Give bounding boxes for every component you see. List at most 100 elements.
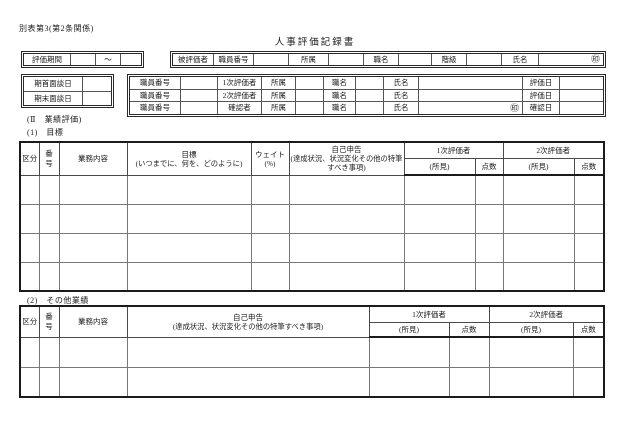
col-header-weight: ウェイト (%) [250,141,290,176]
empty-cell [126,174,252,205]
goals-row-4 [19,261,605,292]
position-label: 職名 [323,102,355,115]
col-header-duty: 業務内容 [58,141,128,176]
empty-cell [38,261,60,292]
col-header-first-evaluator: 1次評価者 [403,141,504,160]
name-label: 氏名 [501,54,538,65]
col-header-score-1: 点数 [474,158,504,177]
empty-cell [126,336,370,368]
staff-id-label: 職員番号 [140,90,170,100]
self-report-subtitle: (達成状況、状況変化その他の特筆すべき事項) [290,154,403,173]
col-header-self-report: 自己申告 (達成状況、状況変化その他の特筆すべき事項) [126,305,370,338]
empty-cell [488,366,574,398]
empty-cell [250,261,290,292]
col-header-score-2: 点数 [573,158,605,177]
empty-cell [573,232,605,263]
empty-cell [288,174,405,205]
empty-cell [58,232,128,263]
empty-cell [38,336,60,368]
empty-cell [572,366,605,398]
empty-cell [19,232,40,263]
empty-cell [126,203,252,234]
affiliation-field [295,102,323,115]
name-field: ㊞ [418,102,522,115]
empty-cell [502,174,575,205]
empty-cell [288,232,405,263]
affiliation-field [328,54,363,65]
empty-cell [573,261,605,292]
confirm-date-label: 確認日 [522,102,559,115]
position-field [398,54,431,65]
empty-cell [474,261,504,292]
affiliation-field [295,89,323,102]
name-field [418,77,522,89]
empty-cell [403,203,476,234]
col-header-score-1: 点数 [448,321,490,338]
rank-field [466,54,501,65]
empty-cell [19,203,40,234]
first-interview-label: 期首面談日 [34,79,72,88]
goals-header-row-2: (所見) 点数 (所見) 点数 [20,158,605,177]
empty-cell [403,261,476,292]
self-report-title: 自己申告 [331,145,362,154]
eval-period-label: 評価期間 [32,54,62,64]
empty-cell [58,336,128,368]
empty-cell [502,203,575,234]
col-header-findings-2: (所見) [502,158,575,177]
evaluator-row-1: 職員番号 1次評価者 所属 職名 氏名 評価日 [130,77,603,89]
staff-id-field [180,77,217,89]
eval-date-field [559,89,603,102]
last-interview-label: 期末面談日 [34,93,72,103]
empty-cell [474,174,504,205]
staff-id-label: 職員番号 [140,78,170,88]
empty-cell [448,336,490,368]
empty-cell [403,232,476,263]
eval-period-row: 評価期間 ～ [24,54,141,65]
evaluatee-label: 被評価者 [178,54,208,64]
empty-cell [502,261,575,292]
empty-cell [38,232,60,263]
name-field: ㊞ [538,54,603,65]
empty-cell [288,261,405,292]
eval-period-start-field [70,54,95,65]
empty-cell [572,336,605,368]
empty-cell [58,366,128,398]
empty-cell [38,203,60,234]
empty-cell [38,174,60,205]
col-header-duty: 業務内容 [58,305,128,338]
others-row-1 [19,336,605,368]
name-field [418,89,522,102]
position-field [355,102,383,115]
name-label: 氏名 [383,77,418,89]
empty-cell [250,174,290,205]
col-header-findings-1: (所見) [368,321,450,338]
interview-box: 期首面談日 期末面談日 [21,74,114,108]
empty-cell [126,232,252,263]
affiliation-field [295,77,323,89]
performance-section-heading: (Ⅱ 業績評価) [27,115,82,124]
empty-cell [250,232,290,263]
position-label: 職名 [323,89,355,102]
empty-cell [573,174,605,205]
goal-subtitle: (いつまでに、何を、どのように) [135,158,243,168]
empty-cell [38,366,60,398]
evaluator-role-label: 2次評価者 [217,89,261,102]
evaluators-box: 職員番号 1次評価者 所属 職名 氏名 評価日 職員番号 2次評価者 所属 職名… [127,74,606,117]
empty-cell [19,336,40,368]
others-table: 区分 番号 業務内容 自己申告 (達成状況、状況変化その他の特筆すべき事項) 1… [19,305,605,398]
staff-id-label: 職員番号 [213,54,253,65]
name-label: 氏名 [383,102,418,115]
evaluator-role-label: 確認者 [217,102,261,115]
empty-cell [19,366,40,398]
goals-heading: (1) 目標 [27,128,64,137]
evaluatee-row: 被評価者 職員番号 所属 職名 階級 氏名 ㊞ [173,54,603,65]
empty-cell [19,261,40,292]
col-header-second-evaluator: 2次評価者 [488,305,605,323]
self-report-subtitle: (達成状況、状況変化その他の特筆すべき事項) [172,321,324,331]
col-header-first-evaluator: 1次評価者 [368,305,490,323]
col-header-number: 番号 [38,141,60,176]
empty-cell [19,174,40,205]
empty-cell [403,174,476,205]
others-heading: (2) その他業績 [27,296,89,305]
